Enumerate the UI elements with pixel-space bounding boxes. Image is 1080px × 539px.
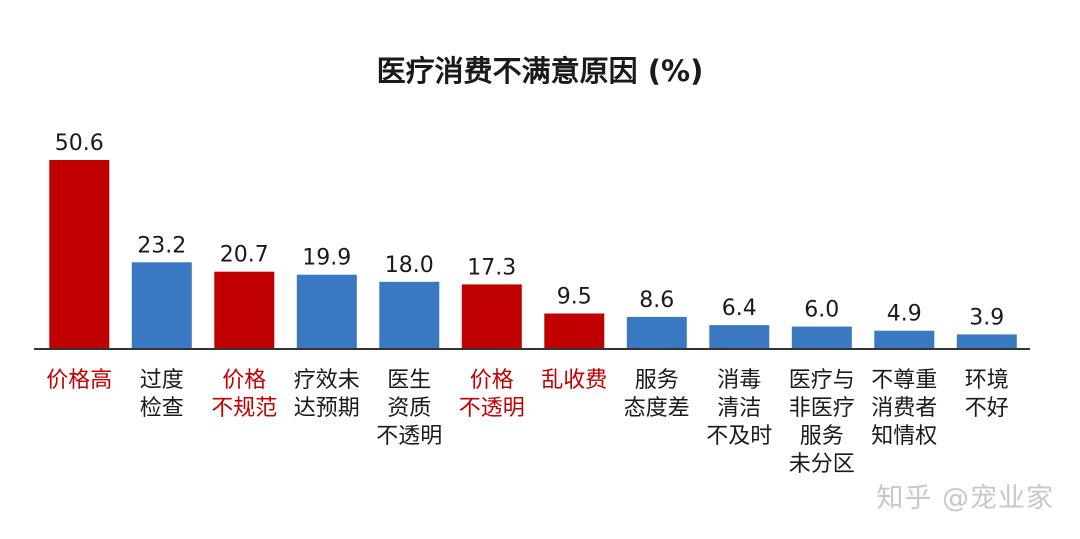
value-label-0: 50.6 [55, 131, 104, 156]
category-label-3-line-1: 达预期 [294, 396, 360, 421]
category-label-5-line-1: 不透明 [459, 396, 525, 421]
category-label-5-line-0: 价格 [470, 368, 514, 393]
category-label-9-line-2: 服务 [800, 424, 844, 449]
value-label-5: 17.3 [467, 255, 516, 280]
category-label-8-line-2: 不及时 [706, 424, 772, 449]
watermark: 知乎 @宠业家 [876, 483, 1054, 514]
bar-1 [131, 262, 192, 349]
category-label-4-line-0: 医生 [387, 368, 431, 393]
category-label-4-line-1: 资质 [387, 396, 431, 421]
category-label-4-line-2: 不透明 [376, 424, 442, 449]
bar-2 [214, 271, 275, 349]
category-label-3-line-0: 疗效未 [294, 368, 360, 393]
category-label-11-line-1: 不好 [965, 396, 1009, 421]
value-label-7: 8.6 [639, 288, 674, 313]
category-label-7-line-1: 态度差 [624, 396, 690, 421]
bar-11 [956, 334, 1017, 349]
category-label-8-line-1: 清洁 [717, 396, 761, 421]
value-label-2: 20.7 [220, 243, 269, 268]
bar-8 [709, 325, 770, 349]
bar-10 [874, 330, 935, 349]
category-label-10-line-1: 消费者 [871, 396, 937, 421]
value-label-4: 18.0 [385, 253, 434, 278]
value-label-6: 9.5 [557, 285, 592, 310]
category-label-10-line-2: 知情权 [871, 424, 937, 449]
category-label-8-line-0: 消毒 [717, 368, 761, 393]
value-label-8: 6.4 [722, 296, 757, 321]
bar-3 [296, 274, 357, 349]
value-label-11: 3.9 [969, 305, 1004, 330]
bar-5 [461, 284, 522, 349]
category-label-10-line-0: 不尊重 [871, 368, 937, 393]
category-label-1-line-0: 过度 [140, 368, 184, 393]
category-label-7-line-0: 服务 [635, 368, 679, 393]
bar-7 [626, 316, 687, 349]
bar-6 [544, 313, 605, 349]
category-label-0-line-0: 价格高 [46, 368, 112, 393]
category-label-1-line-1: 检查 [140, 396, 184, 421]
category-label-2-line-1: 不规范 [211, 396, 277, 421]
bar-9 [791, 326, 852, 349]
bar-4 [379, 281, 440, 349]
value-label-10: 4.9 [887, 302, 922, 327]
value-label-1: 23.2 [137, 233, 186, 258]
category-label-9-line-0: 医疗与 [789, 368, 855, 393]
bar-0 [49, 160, 110, 349]
value-label-3: 19.9 [302, 246, 351, 271]
chart-title: 医疗消费不满意原因 (%) [376, 54, 704, 88]
category-label-2-line-0: 价格 [222, 368, 266, 393]
value-label-9: 6.0 [804, 298, 839, 323]
category-label-9-line-1: 非医疗 [789, 396, 855, 421]
category-label-6-line-0: 乱收费 [541, 368, 607, 393]
category-label-9-line-3: 未分区 [789, 452, 855, 477]
category-label-11-line-0: 环境 [965, 368, 1009, 393]
